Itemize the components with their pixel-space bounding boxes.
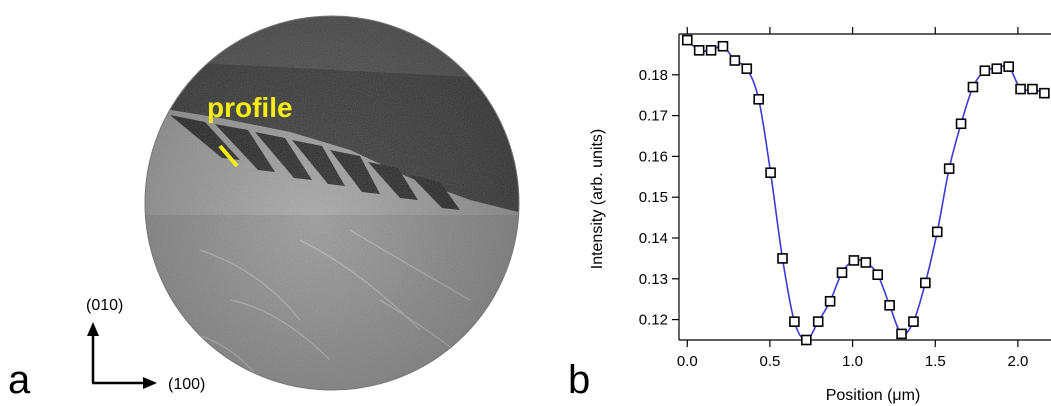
panel-b-letter: b — [568, 358, 590, 402]
y-ticks: 0.12 0.13 0.14 0.15 0.16 0.17 0.18 — [639, 67, 679, 329]
data-point — [1003, 61, 1014, 72]
data-point — [705, 45, 717, 56]
panel-a-letter: a — [8, 358, 31, 402]
y-arrow-head-icon — [87, 322, 99, 336]
data-point — [777, 253, 788, 264]
y-tick-label: 0.14 — [639, 230, 668, 247]
data-point — [801, 334, 812, 346]
data-point — [931, 226, 943, 238]
data-point — [920, 277, 931, 289]
x-tick-label: 1.5 — [925, 353, 946, 370]
data-point — [693, 45, 705, 56]
data-point — [908, 316, 919, 327]
data-point — [979, 65, 991, 77]
x-tick-label: 0.5 — [760, 353, 781, 370]
data-point — [955, 118, 967, 130]
axis-010-label: (010) — [86, 297, 123, 314]
profile-marker-line — [218, 144, 239, 168]
y-axis-label: Intensity (arb. units) — [589, 129, 606, 270]
data-point — [753, 93, 764, 105]
x-tick-label: 0.0 — [677, 353, 698, 370]
data-point — [1039, 87, 1050, 99]
data-point — [681, 34, 693, 46]
y-tick-label: 0.17 — [639, 108, 668, 125]
data-point — [872, 269, 884, 281]
data-point — [848, 255, 860, 266]
y-tick-label: 0.16 — [639, 148, 668, 165]
data-point — [884, 300, 895, 311]
data-point — [836, 267, 848, 278]
data-point — [896, 328, 907, 340]
y-tick-label: 0.12 — [639, 312, 668, 329]
data-point — [765, 167, 776, 179]
data-point — [741, 63, 753, 74]
x-tick-label: 2.0 — [1008, 353, 1029, 370]
microscope-image — [144, 15, 520, 391]
data-point — [1015, 83, 1026, 95]
x-tick-label: 1.0 — [842, 353, 863, 370]
intensity-chart: 0.0 0.5 1.0 1.5 2.0 0.12 0.13 0.14 0.15 0.16 0.17… — [589, 27, 1051, 404]
series-line — [686, 39, 1045, 341]
data-point — [860, 257, 872, 268]
data-point — [789, 316, 800, 327]
x-arrow-head-icon — [143, 377, 157, 389]
chart-frame — [678, 33, 1051, 341]
profile-label: profile — [207, 92, 293, 123]
crystal-axes — [87, 322, 157, 389]
data-point — [729, 55, 741, 66]
data-markers — [681, 34, 1050, 346]
y-tick-label: 0.15 — [639, 189, 668, 206]
axis-100-label: (100) — [168, 376, 205, 393]
data-series — [686, 39, 1045, 341]
data-point — [967, 81, 979, 93]
x-ticks: 0.0 0.5 1.0 1.5 2.0 — [677, 27, 1029, 370]
y-tick-label: 0.18 — [639, 67, 668, 84]
data-point — [717, 40, 729, 52]
data-point — [824, 295, 836, 307]
data-point — [991, 63, 1003, 74]
data-point — [1027, 83, 1038, 95]
y-tick-label: 0.13 — [639, 271, 668, 288]
data-point — [812, 316, 824, 327]
data-point — [943, 163, 955, 174]
x-axis-label: Position (μm) — [826, 387, 921, 404]
